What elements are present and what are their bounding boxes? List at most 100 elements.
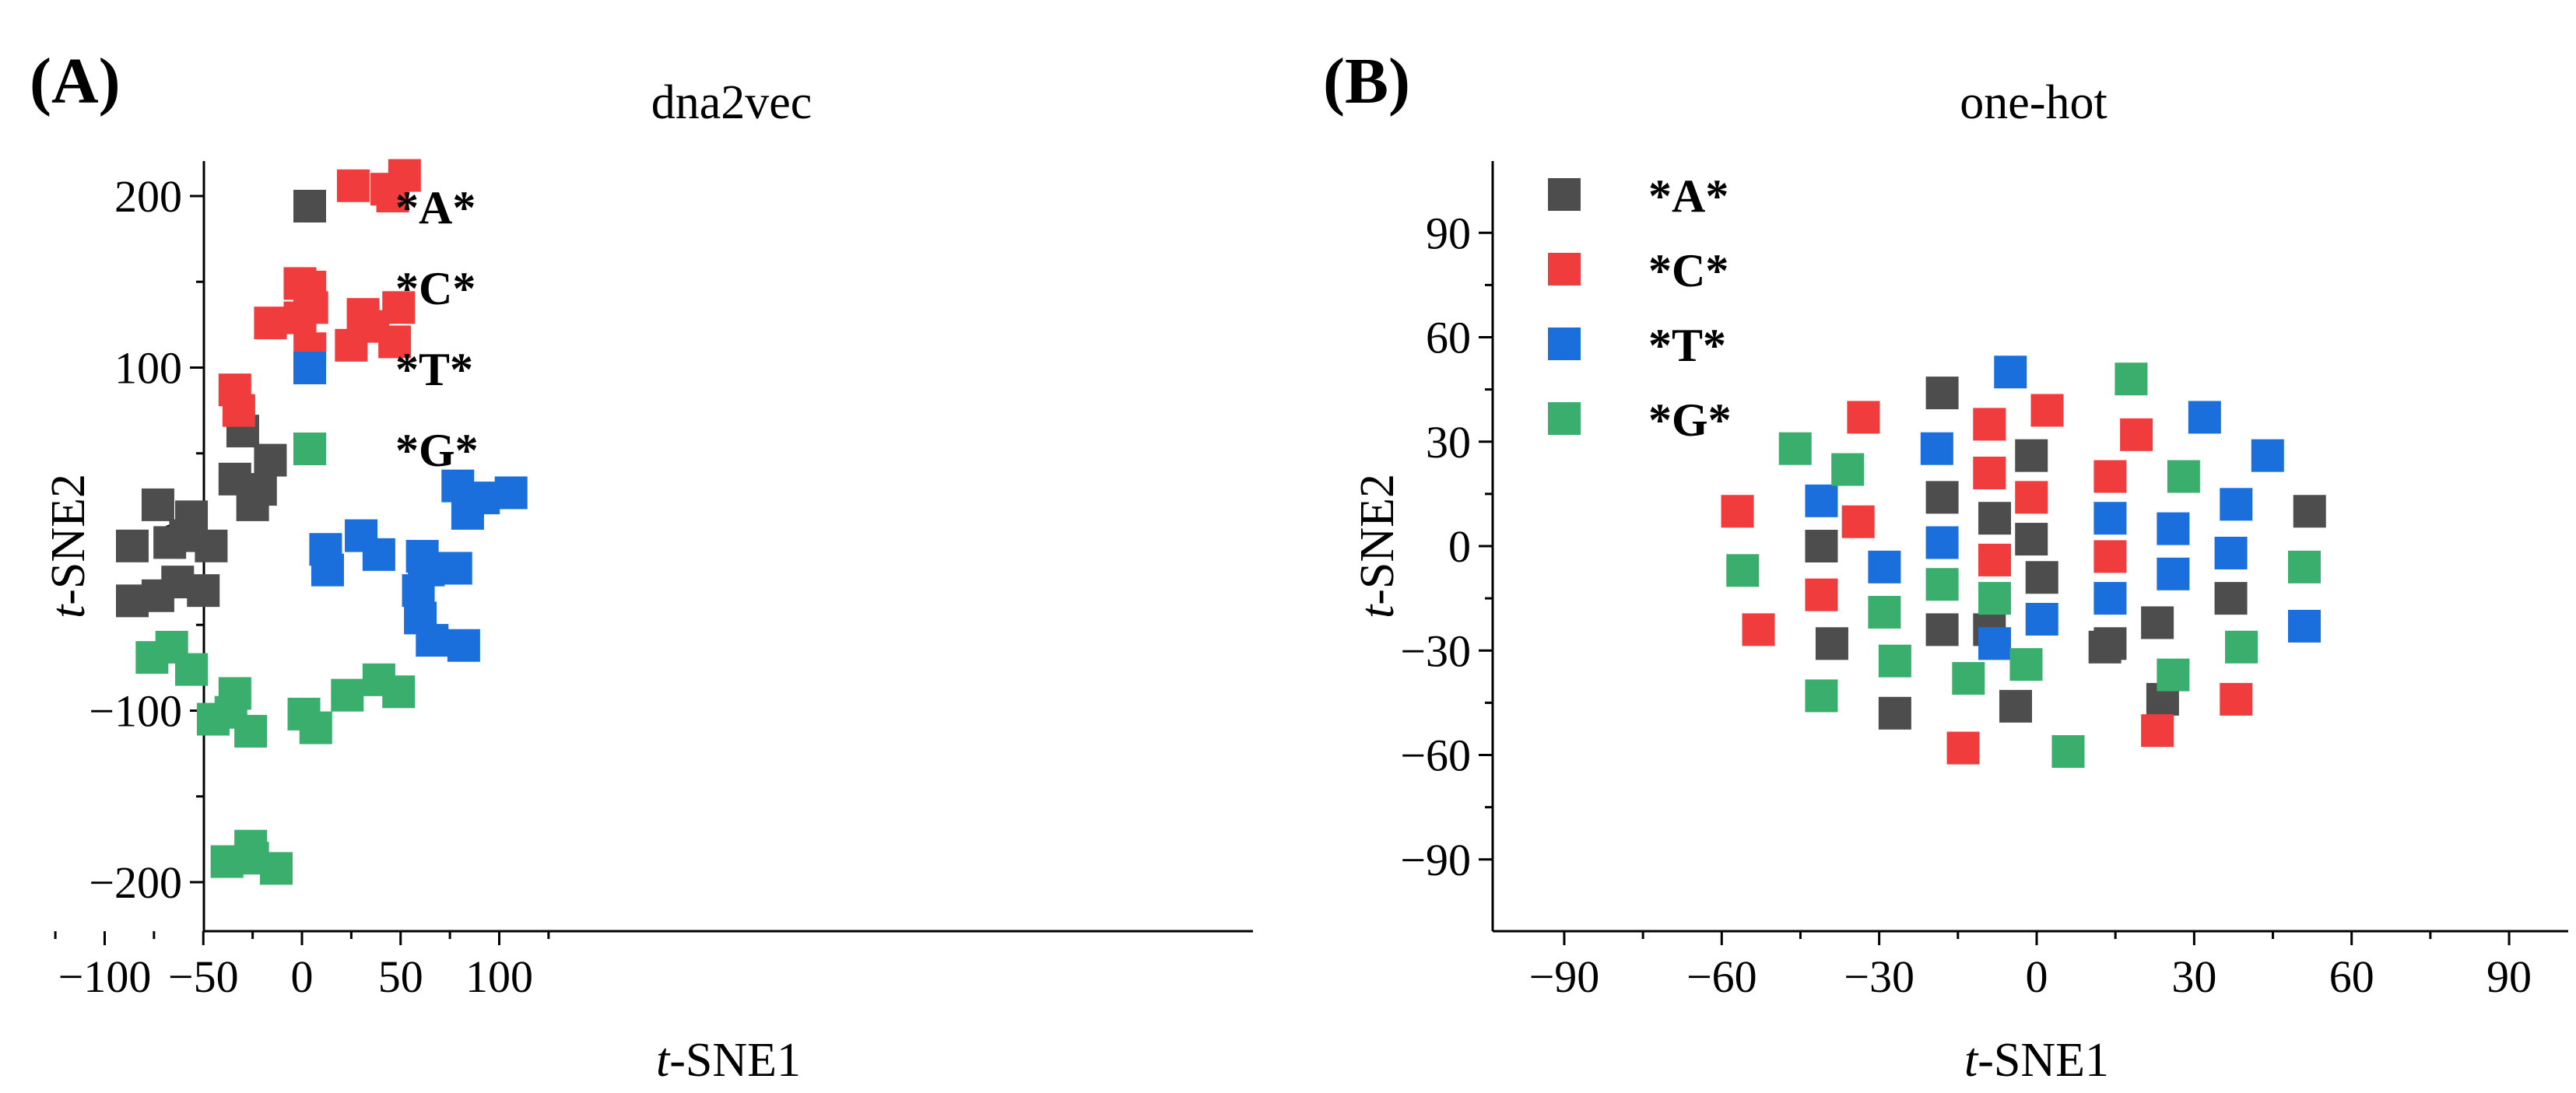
legend-label: *C* xyxy=(1648,245,1728,296)
legend-label: *T* xyxy=(1648,320,1726,371)
data-point xyxy=(2157,658,2190,692)
y-tick-label: −30 xyxy=(1400,625,1471,676)
data-point xyxy=(1994,356,2027,389)
x-tick-label: 60 xyxy=(2329,951,2374,1002)
data-point xyxy=(2093,582,2127,615)
data-point xyxy=(1973,408,2006,441)
x-tick-label: −60 xyxy=(1686,951,1757,1002)
data-point xyxy=(1925,377,1959,410)
data-point xyxy=(416,624,449,657)
panel-label: (B) xyxy=(1323,45,1410,117)
x-tick-label: 100 xyxy=(465,951,533,1002)
y-axis-title-rest: -SNE2 xyxy=(1351,474,1404,605)
data-point xyxy=(222,394,255,427)
x-ticks: −100 −50 0 50 100 xyxy=(54,931,550,1002)
data-point xyxy=(2157,557,2190,590)
data-point xyxy=(388,159,421,192)
y-tick-label: −200 xyxy=(89,857,182,908)
data-point xyxy=(2015,523,2048,556)
data-point xyxy=(1868,550,1901,583)
data-point xyxy=(2214,582,2248,615)
y-axis-title: t-SNE2 xyxy=(42,474,95,618)
y-axis-title: t-SNE2 xyxy=(1351,474,1404,618)
legend-marker xyxy=(1548,402,1581,435)
data-point xyxy=(2015,481,2048,514)
x-tick-label: −100 xyxy=(58,951,152,1002)
legend: *A* *C* *T* *G* xyxy=(1548,170,1732,446)
x-ticks: −90 −60 −30 0 30 60 90 xyxy=(1529,931,2532,1002)
data-point xyxy=(402,574,435,608)
data-point xyxy=(1805,484,1838,517)
data-point xyxy=(2051,735,2085,769)
data-point xyxy=(141,488,174,521)
data-point xyxy=(1721,495,1754,528)
data-point xyxy=(2225,630,2258,664)
data-point xyxy=(1726,554,1760,587)
y-tick-label: −60 xyxy=(1400,730,1471,781)
data-point xyxy=(161,566,195,599)
legend-marker xyxy=(1548,178,1581,211)
data-point xyxy=(2293,495,2326,528)
data-point xyxy=(2220,682,2253,716)
data-point xyxy=(2167,460,2200,493)
data-point xyxy=(1973,457,2006,490)
chart-title: one-hot xyxy=(1960,76,2107,129)
panel-label: (A) xyxy=(30,45,121,117)
data-point xyxy=(254,443,287,477)
data-point xyxy=(2220,488,2253,521)
y-tick-label: 90 xyxy=(1426,208,1471,258)
data-point xyxy=(1847,401,1880,434)
data-point xyxy=(1805,578,1838,611)
data-point xyxy=(1978,582,2012,615)
data-point xyxy=(175,500,209,534)
data-point xyxy=(2141,606,2174,639)
y-axis-title-italic: t xyxy=(42,604,95,618)
data-point xyxy=(218,462,251,496)
data-point xyxy=(1831,453,1865,486)
x-tick-label: −90 xyxy=(1529,951,1600,1002)
data-point xyxy=(234,714,268,748)
data-point xyxy=(2251,439,2284,472)
legend-marker xyxy=(293,352,326,384)
data-point xyxy=(439,552,472,585)
data-point xyxy=(2009,648,2043,681)
legend: *A* *C* *T* *G* xyxy=(293,182,479,476)
data-points xyxy=(1721,356,2326,769)
data-point xyxy=(1978,502,2012,535)
data-point xyxy=(1805,679,1838,713)
data-point xyxy=(2025,602,2058,636)
x-tick-label: 0 xyxy=(291,951,314,1002)
y-tick-label: −100 xyxy=(89,686,182,737)
legend-marker xyxy=(293,190,326,222)
data-point xyxy=(382,291,416,324)
data-point xyxy=(260,852,293,885)
panel-b: (B) one-hot −90 −60 −30 0 30 60 90 −90 −60 −30 0 3… xyxy=(1323,45,2568,1087)
data-point xyxy=(2093,502,2127,535)
x-tick-label: 0 xyxy=(2026,951,2048,1002)
data-point xyxy=(382,675,416,709)
panel-a: (A) dna2vec −100 −50 0 50 100 −200 −100 0 100 20… xyxy=(30,45,1253,1087)
data-point xyxy=(1815,627,1848,660)
legend-label: *G* xyxy=(1648,394,1732,446)
data-point xyxy=(1952,662,1985,695)
legend-label: *G* xyxy=(395,425,479,476)
data-point xyxy=(1878,696,1911,730)
x-axis-title-rest: -SNE1 xyxy=(669,1034,801,1087)
data-point xyxy=(1925,481,1959,514)
data-point xyxy=(2093,540,2127,573)
data-point xyxy=(2287,609,2321,643)
legend-label: *A* xyxy=(1648,170,1728,222)
y-ticks: −90 −60 −30 0 30 60 90 xyxy=(1400,208,1493,885)
data-point xyxy=(331,678,364,712)
y-tick-label: 200 xyxy=(114,171,182,222)
y-axis-title-rest: -SNE2 xyxy=(42,474,95,605)
data-point xyxy=(1878,644,1911,678)
data-point xyxy=(1999,689,2033,723)
legend-label: *T* xyxy=(395,344,473,395)
data-point xyxy=(2120,418,2153,451)
x-axis-title: t-SNE1 xyxy=(656,1034,801,1087)
data-point xyxy=(299,711,332,744)
data-point xyxy=(2141,714,2174,748)
x-tick-label: 50 xyxy=(378,951,423,1002)
data-point xyxy=(362,538,395,571)
